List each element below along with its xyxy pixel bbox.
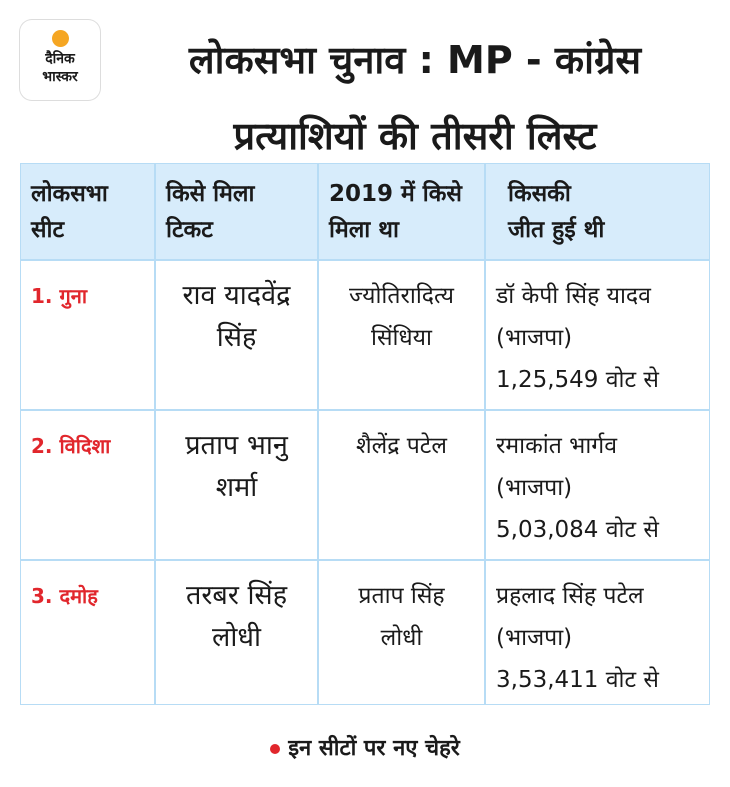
cell-line: प्रताप सिंह xyxy=(358,583,445,609)
seat-cell: 3. दमोह xyxy=(20,560,155,705)
cell-line: (भाजपा) xyxy=(496,625,573,651)
table-cell: रमाकांत भार्गव (भाजपा) 5,03,084 वोट से xyxy=(485,410,710,560)
cell-line: 2. विदिशा xyxy=(31,434,111,458)
bullet xyxy=(270,744,281,754)
column-header: किसकी जीत हुई थी xyxy=(485,163,710,260)
cell-line: जीत हुई थी xyxy=(508,217,605,243)
table-cell: प्रताप भानु शर्मा xyxy=(155,410,318,560)
cell-line: 1. गुना xyxy=(31,284,88,308)
table-cell: ज्योतिरादित्य सिंधिया xyxy=(318,260,485,410)
table-cell: शैलेंद्र पटेल xyxy=(318,410,485,560)
title: लोकसभा चुनाव : MP - कांग्रेस प्रत्याशियो… xyxy=(110,22,720,174)
logo-line: दैनिक xyxy=(45,51,75,67)
cell-line: प्रताप भानु xyxy=(185,430,288,461)
column-header: किसे मिला टिकट xyxy=(155,163,318,260)
cell-line: शर्मा xyxy=(215,472,258,503)
table-cell: डॉ केपी सिंह यादव (भाजपा) 1,25,549 वोट से xyxy=(485,260,710,410)
cell-line: टिकट xyxy=(166,217,213,243)
logo-text: दैनिक भास्कर xyxy=(20,50,100,86)
cell-line: सिंह xyxy=(216,322,257,353)
cell-line: 3,53,411 वोट से xyxy=(496,667,659,693)
title-line: प्रत्याशियों की तीसरी लिस्ट xyxy=(233,114,597,158)
cell-line: सीट xyxy=(31,217,65,243)
cell-line: किसकी xyxy=(508,181,571,207)
cell-line: लोधी xyxy=(380,625,423,651)
footer-note: इन सीटों पर नए चेहरे xyxy=(288,736,460,761)
table-cell: राव यादवेंद्र सिंह xyxy=(155,260,318,410)
cell-line: सिंधिया xyxy=(371,325,432,351)
cell-line: तरबर सिंह xyxy=(185,580,288,611)
cell-line: 2019 में किसे xyxy=(329,181,462,207)
logo-line: भास्कर xyxy=(42,69,78,85)
cell-line: मिला था xyxy=(329,217,399,243)
cell-line: लोधी xyxy=(212,622,261,653)
cell-line: ज्योतिरादित्य xyxy=(348,283,455,309)
table-cell: तरबर सिंह लोधी xyxy=(155,560,318,705)
seat-cell: 1. गुना xyxy=(20,260,155,410)
cell-line: रमाकांत भार्गव xyxy=(496,433,618,459)
table-cell: प्रताप सिंह लोधी xyxy=(318,560,485,705)
table-cell: प्रहलाद सिंह पटेल (भाजपा) 3,53,411 वोट से xyxy=(485,560,710,705)
cell-line: लोकसभा xyxy=(31,181,108,207)
cell-line: 5,03,084 वोट से xyxy=(496,517,659,543)
column-header: 2019 में किसे मिला था xyxy=(318,163,485,260)
title-line: लोकसभा चुनाव : MP - कांग्रेस xyxy=(188,38,642,82)
cell-line: 1,25,549 वोट से xyxy=(496,367,659,393)
logo-sun xyxy=(52,30,69,47)
cell-line: प्रहलाद सिंह पटेल xyxy=(496,583,644,609)
cell-line: किसे मिला xyxy=(166,181,255,207)
logo: दैनिक भास्कर xyxy=(20,20,100,100)
footer: इन सीटों पर नए चेहरे xyxy=(0,732,730,762)
cell-line: राव यादवेंद्र xyxy=(182,280,291,311)
cell-line: 3. दमोह xyxy=(31,584,98,608)
cell-line: (भाजपा) xyxy=(496,475,573,501)
cell-line: शैलेंद्र पटेल xyxy=(355,433,447,459)
cell-line: डॉ केपी सिंह यादव xyxy=(496,283,651,309)
seat-cell: 2. विदिशा xyxy=(20,410,155,560)
column-header: लोकसभा सीट xyxy=(20,163,155,260)
cell-line: (भाजपा) xyxy=(496,325,573,351)
